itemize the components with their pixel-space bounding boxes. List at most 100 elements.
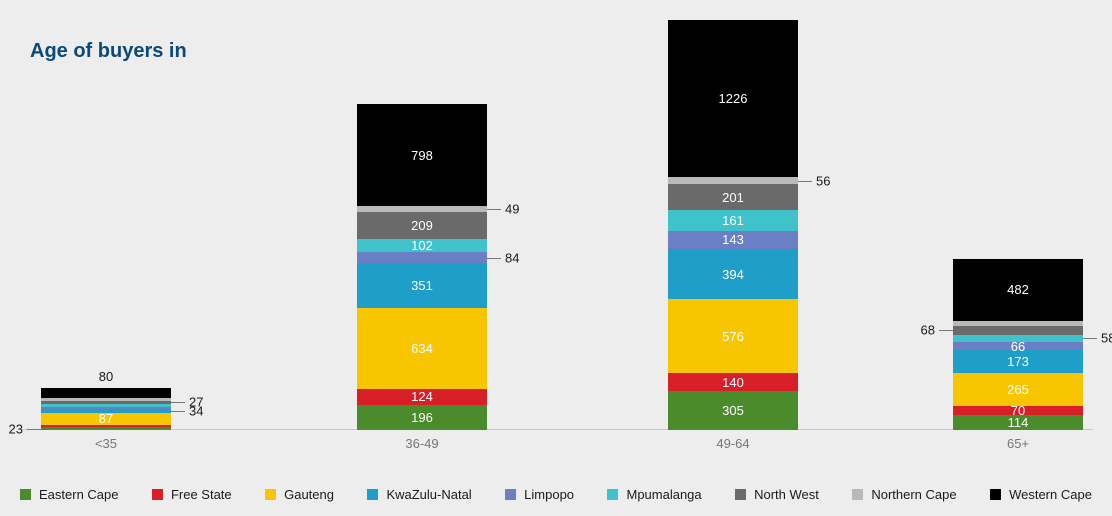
segment-value: 56 [798, 173, 830, 188]
segment-value: 102 [411, 239, 433, 252]
segment-value: 87 [99, 412, 113, 425]
bar-segment-gauteng: 265 [953, 373, 1083, 407]
bar-segment-north_west: 27 [41, 401, 171, 404]
segment-value: 201 [722, 191, 744, 204]
bar-segment-limpopo: 66 [953, 342, 1083, 350]
bar-segment-mpumalanga: 161 [668, 210, 798, 231]
bar-segment-limpopo [41, 407, 171, 410]
legend-item-western_cape: Western Cape [990, 487, 1092, 502]
bar-group: 196124634351841022094979836-49 [357, 104, 487, 430]
bar-segment-kwazulu_natal: 351 [357, 263, 487, 308]
legend-swatch [265, 489, 276, 500]
legend-item-eastern_cape: Eastern Cape [20, 487, 119, 502]
bar-segment-north_west: 201 [668, 184, 798, 210]
segment-value: 27 [171, 395, 203, 410]
bar-segment-eastern_cape: 23 [41, 427, 171, 430]
legend-swatch [607, 489, 618, 500]
bar-segment-eastern_cape: 196 [357, 405, 487, 430]
legend-label: Gauteng [284, 487, 334, 502]
segment-value: 634 [411, 342, 433, 355]
segment-value: 173 [1007, 355, 1029, 368]
segment-value: 58 [1083, 331, 1112, 346]
segment-value: 23 [9, 421, 41, 436]
legend-item-gauteng: Gauteng [265, 487, 334, 502]
category-label: 65+ [1007, 436, 1029, 451]
segment-value: 84 [487, 250, 519, 265]
segment-value: 265 [1007, 383, 1029, 396]
bar-stack: 305 140 576 394 143 161 201 56 1226 [668, 20, 798, 430]
segment-value: 68 [921, 323, 953, 338]
bar-segment-northern_cape [953, 321, 1083, 326]
legend-item-northern_cape: Northern Cape [852, 487, 956, 502]
legend: Eastern Cape Free State Gauteng KwaZulu-Nat… [20, 487, 1092, 502]
bar-segment-kwazulu_natal: 394 [668, 249, 798, 299]
bar-segment-mpumalanga: 58 [953, 335, 1083, 342]
legend-swatch [367, 489, 378, 500]
legend-swatch [735, 489, 746, 500]
bar-segment-northern_cape [41, 398, 171, 400]
legend-item-kwazulu_natal: KwaZulu-Natal [367, 487, 471, 502]
chart-area: 2387342780<35196124634351841022094979836… [0, 10, 1112, 456]
baseline [21, 429, 1093, 430]
category-label: <35 [95, 436, 117, 451]
bar-stack: 196 124 634 351 84102 209 49 798 [357, 104, 487, 430]
segment-value: 351 [411, 279, 433, 292]
segment-value: 798 [411, 149, 433, 162]
legend-label: Mpumalanga [626, 487, 701, 502]
legend-label: KwaZulu-Natal [386, 487, 471, 502]
legend-label: Northern Cape [871, 487, 956, 502]
segment-value: 394 [722, 268, 744, 281]
bar-segment-western_cape: 80 [41, 388, 171, 398]
bar-segment-northern_cape: 56 [668, 177, 798, 184]
legend-swatch [990, 489, 1001, 500]
bar-segment-eastern_cape: 305 [668, 391, 798, 430]
legend-label: North West [754, 487, 819, 502]
bar-segment-free_state: 140 [668, 373, 798, 391]
segment-value: 1226 [719, 92, 748, 105]
segment-value: 196 [411, 411, 433, 424]
segment-value: 49 [487, 202, 519, 217]
bar-segment-free_state: 124 [357, 389, 487, 405]
legend-label: Limpopo [524, 487, 574, 502]
legend-swatch [20, 489, 31, 500]
segment-value: 80 [99, 369, 113, 388]
category-label: 36-49 [405, 436, 438, 451]
segment-value: 161 [722, 214, 744, 227]
legend-label: Free State [171, 487, 232, 502]
category-label: 49-64 [716, 436, 749, 451]
bar-segment-limpopo: 84 [357, 252, 487, 263]
segment-value: 305 [722, 404, 744, 417]
segment-value: 576 [722, 330, 744, 343]
bar-stack: 11470 265 173 665868 482 [953, 259, 1083, 430]
legend-label: Eastern Cape [39, 487, 119, 502]
bar-segment-mpumalanga [41, 404, 171, 407]
bar-segment-northern_cape: 49 [357, 206, 487, 212]
bar-segment-western_cape: 1226 [668, 20, 798, 177]
bar-segment-limpopo: 143 [668, 231, 798, 249]
legend-label: Western Cape [1009, 487, 1092, 502]
bar-segment-gauteng: 87 [41, 413, 171, 424]
segment-value: 143 [722, 233, 744, 246]
bar-segment-gauteng: 634 [357, 308, 487, 389]
segment-value: 140 [722, 376, 744, 389]
bar-group: 30514057639414316120156122649-64 [668, 20, 798, 430]
bar-segment-western_cape: 798 [357, 104, 487, 206]
bar-segment-kwazulu_natal: 173 [953, 350, 1083, 372]
segment-value: 124 [411, 390, 433, 403]
bar-segment-north_west: 68 [953, 326, 1083, 335]
bar-group: 1147026517366586848265+ [953, 259, 1083, 430]
bar-segment-mpumalanga: 102 [357, 239, 487, 252]
legend-item-free_state: Free State [152, 487, 232, 502]
bar-stack: 23 8734 27 80 [41, 388, 171, 430]
bar-segment-gauteng: 576 [668, 299, 798, 373]
segment-value: 482 [1007, 283, 1029, 296]
bar-segment-north_west: 209 [357, 212, 487, 239]
segment-value: 114 [1008, 416, 1029, 429]
legend-item-limpopo: Limpopo [505, 487, 574, 502]
bar-segment-western_cape: 482 [953, 259, 1083, 321]
bar-segment-kwazulu_natal: 34 [41, 409, 171, 413]
bar-segment-free_state: 70 [953, 406, 1083, 415]
bar-group: 2387342780<35 [41, 388, 171, 430]
legend-item-mpumalanga: Mpumalanga [607, 487, 701, 502]
segment-value: 209 [411, 219, 433, 232]
